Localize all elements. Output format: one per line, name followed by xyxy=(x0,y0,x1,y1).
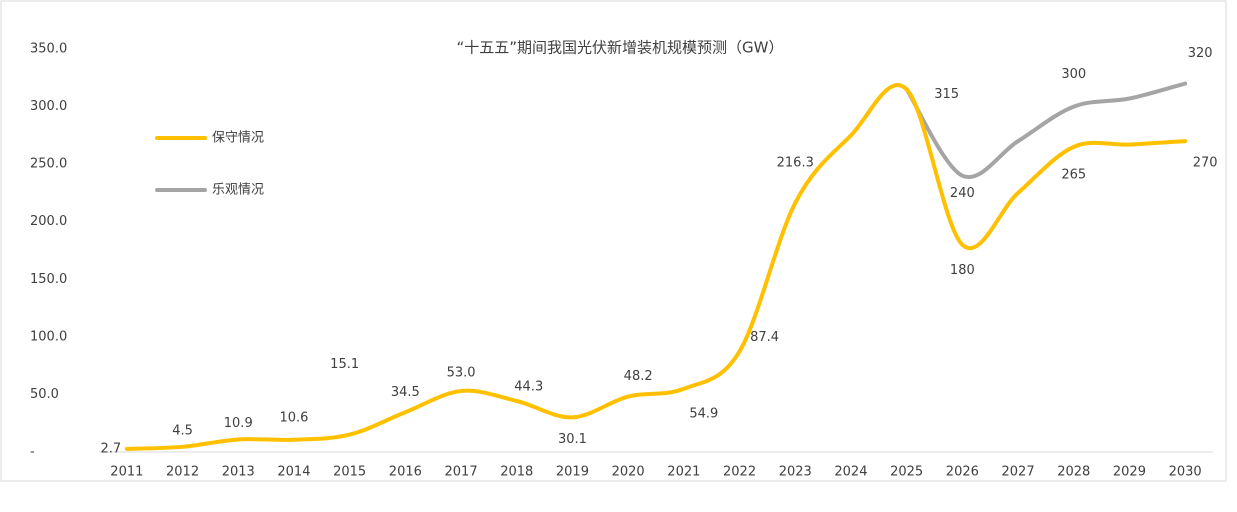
data-label: 300 xyxy=(1061,67,1086,82)
x-tick-label: 2027 xyxy=(1002,465,1035,480)
x-tick-label: 2016 xyxy=(389,465,422,480)
x-tick-label: 2026 xyxy=(946,465,979,480)
x-tick-label: 2020 xyxy=(612,465,645,480)
x-tick-label: 2015 xyxy=(333,465,366,480)
y-tick-label: - xyxy=(30,445,35,460)
x-tick-label: 2014 xyxy=(277,465,310,480)
x-tick-label: 2028 xyxy=(1057,465,1090,480)
y-tick-label: 300.0 xyxy=(30,99,67,114)
x-tick-label: 2023 xyxy=(779,465,812,480)
x-tick-label: 2011 xyxy=(110,465,143,480)
x-tick-label: 2030 xyxy=(1169,465,1202,480)
data-label: 10.6 xyxy=(279,410,308,425)
x-tick-label: 2013 xyxy=(222,465,255,480)
data-label: 240 xyxy=(950,186,975,201)
x-tick-label: 2021 xyxy=(667,465,700,480)
x-tick-label: 2019 xyxy=(556,465,589,480)
data-label: 15.1 xyxy=(330,357,359,372)
x-tick-label: 2012 xyxy=(166,465,199,480)
data-label: 53.0 xyxy=(447,365,476,380)
x-tick-label: 2018 xyxy=(500,465,533,480)
data-label: 265 xyxy=(1061,167,1086,182)
data-label: 180 xyxy=(950,263,975,278)
series-line xyxy=(904,81,1188,180)
chart-frame xyxy=(0,0,1227,482)
y-tick-label: 50.0 xyxy=(30,387,59,402)
data-label: 30.1 xyxy=(558,432,587,447)
data-label: 44.3 xyxy=(514,379,543,394)
data-label: 87.4 xyxy=(750,330,779,345)
data-label: 216.3 xyxy=(777,155,814,170)
legend-label: 保守情况 xyxy=(212,131,264,146)
chart-title: “十五五”期间我国光伏新增装机规模预测（GW） xyxy=(457,39,784,57)
y-tick-label: 350.0 xyxy=(30,42,67,57)
x-tick-label: 2017 xyxy=(445,465,478,480)
data-label: 34.5 xyxy=(391,385,420,400)
legend-label: 乐观情况 xyxy=(212,183,264,198)
data-label: 48.2 xyxy=(624,369,653,384)
series-line xyxy=(124,83,1188,451)
x-tick-label: 2024 xyxy=(834,465,867,480)
y-tick-label: 100.0 xyxy=(30,329,67,344)
y-tick-label: 150.0 xyxy=(30,272,67,287)
y-tick-label: 200.0 xyxy=(30,214,67,229)
data-label: 4.5 xyxy=(172,423,193,438)
data-label: 270 xyxy=(1193,156,1218,171)
data-label: 315 xyxy=(934,87,959,102)
x-tick-label: 2029 xyxy=(1113,465,1146,480)
y-tick-label: 250.0 xyxy=(30,157,67,172)
data-label: 320 xyxy=(1188,46,1213,61)
x-tick-label: 2025 xyxy=(890,465,923,480)
data-label: 54.9 xyxy=(689,406,718,421)
x-tick-label: 2022 xyxy=(723,465,756,480)
data-label: 2.7 xyxy=(101,441,122,456)
data-label: 10.9 xyxy=(224,416,253,431)
